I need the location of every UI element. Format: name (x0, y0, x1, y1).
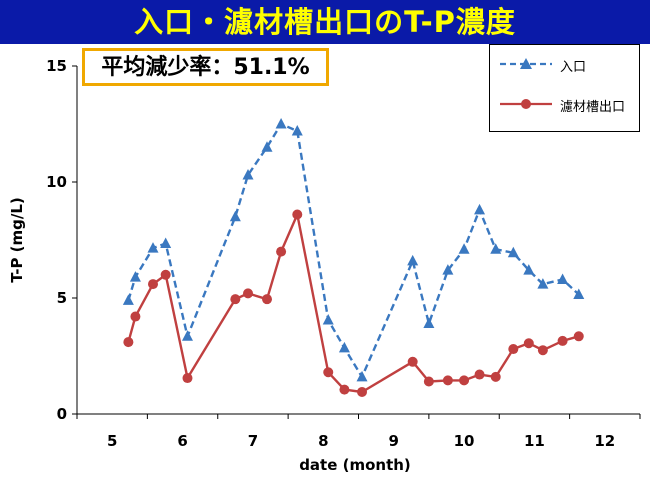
x-tick-label: 8 (318, 432, 328, 450)
y-tick-label: 10 (46, 173, 67, 191)
outlet-point (537, 345, 548, 356)
x-tick-label: 6 (177, 432, 187, 450)
inlet-point (275, 118, 287, 129)
inlet-point (458, 243, 470, 254)
x-tick-label: 9 (388, 432, 398, 450)
series-line-0 (127, 122, 580, 379)
y-axis-label: T-P (mg/L) (8, 197, 26, 283)
inlet-point (291, 124, 303, 136)
legend-label-inlet: 入口 (560, 60, 587, 75)
outlet-point (323, 367, 334, 378)
outlet-point (160, 269, 171, 280)
inlet-point (122, 294, 134, 305)
inlet-point (407, 254, 419, 266)
line-chart: 0 5 10 15 5 6 7 8 9 10 11 12 (46, 57, 641, 450)
inlet-point (147, 242, 159, 253)
x-tick-label: 11 (524, 432, 545, 450)
y-tick-label: 15 (46, 57, 67, 75)
outlet-point (243, 288, 254, 299)
inlet-point (129, 271, 141, 282)
inlet-point (261, 141, 273, 152)
legend: 入口 濾材槽出口 (489, 44, 640, 132)
inlet-point (523, 264, 535, 275)
x-tick-label: 10 (454, 432, 475, 450)
outlet-point (442, 375, 453, 386)
outlet-point (459, 375, 470, 386)
outlet-point (407, 356, 418, 367)
outlet-point (123, 337, 134, 348)
outlet-point (230, 294, 241, 305)
chart-title: 入口・濾材槽出口のT-P濃度 (134, 5, 516, 39)
x-tick-label: 7 (248, 432, 258, 450)
inlet-point (423, 317, 435, 329)
outlet-point (423, 376, 434, 387)
inlet-point (338, 341, 350, 353)
inlet-point (507, 246, 519, 258)
inlet-point (356, 370, 368, 382)
series-line-1 (127, 213, 580, 394)
outlet-point (262, 294, 273, 305)
outlet-point (148, 279, 159, 290)
legend-outlet-marker (500, 99, 552, 109)
inlet-point (181, 330, 193, 341)
outlet-point (557, 335, 568, 346)
y-tick-label: 0 (57, 405, 67, 423)
title-bar (0, 0, 650, 44)
legend-item-outlet: 濾材槽出口 (496, 94, 636, 115)
inlet-point (537, 278, 549, 289)
legend-label-outlet: 濾材槽出口 (560, 100, 626, 115)
outlet-point (339, 384, 350, 395)
x-tick-label: 12 (594, 432, 615, 450)
inlet-point (573, 288, 585, 300)
inlet-point (442, 264, 454, 275)
outlet-point (508, 344, 519, 355)
inlet-point (160, 237, 172, 248)
y-tick-label: 5 (57, 289, 67, 307)
x-tick-label: 5 (107, 432, 117, 450)
average-reduction-badge: 平均減少率：51.1% (82, 48, 329, 86)
outlet-point (182, 373, 193, 384)
legend-inlet-marker (500, 58, 552, 69)
outlet-point (474, 369, 485, 380)
outlet-point (130, 311, 141, 322)
outlet-point (523, 338, 534, 349)
inlet-point (474, 203, 486, 215)
average-reduction-text: 平均減少率：51.1% (101, 55, 310, 80)
inlet-point (557, 273, 569, 284)
outlet-point (357, 386, 368, 397)
inlet-point (322, 314, 334, 325)
inlet-point (490, 243, 502, 254)
inlet-point (242, 169, 254, 180)
outlet-point (276, 246, 287, 257)
x-axis-label: date (month) (299, 456, 411, 474)
outlet-point (292, 209, 303, 220)
outlet-point (573, 331, 584, 342)
inlet-point (229, 210, 241, 222)
outlet-point (490, 371, 501, 382)
legend-item-inlet: 入口 (496, 54, 636, 75)
